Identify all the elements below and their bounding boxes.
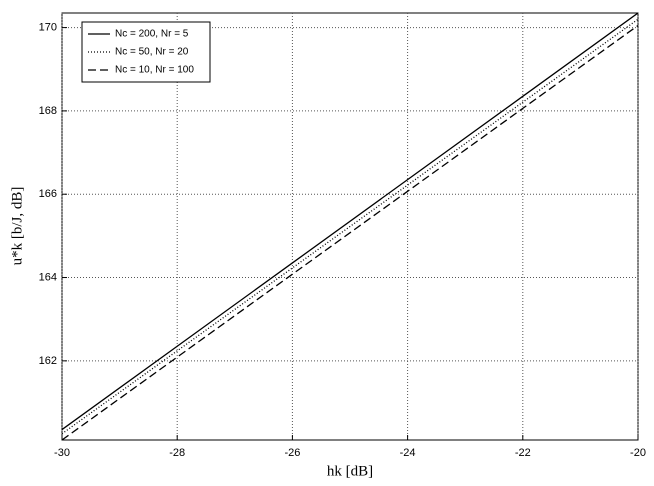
series-line <box>61 12 639 431</box>
x-axis-label: hk [dB] <box>327 463 373 479</box>
x-tick-label: -28 <box>169 447 185 459</box>
legend-label: Nc = 10, Nr = 100 <box>115 65 194 76</box>
y-tick-label: 162 <box>39 355 57 367</box>
y-tick-label: 170 <box>39 21 57 33</box>
y-tick-label: 166 <box>39 188 57 200</box>
y-axis-label: u*k [b/J, dB] <box>9 187 25 266</box>
x-tick-label: -22 <box>515 447 531 459</box>
legend-label: Nc = 50, Nr = 20 <box>115 47 189 58</box>
x-tick-label: -26 <box>284 447 300 459</box>
y-tick-label: 168 <box>39 105 57 117</box>
x-tick-label: -30 <box>54 447 70 459</box>
legend-label: Nc = 200, Nr = 5 <box>115 29 189 40</box>
series-line <box>61 24 639 441</box>
x-tick-label: -20 <box>630 447 646 459</box>
x-tick-label: -24 <box>400 447 416 459</box>
series-line <box>61 18 639 435</box>
y-tick-label: 164 <box>39 271 57 283</box>
